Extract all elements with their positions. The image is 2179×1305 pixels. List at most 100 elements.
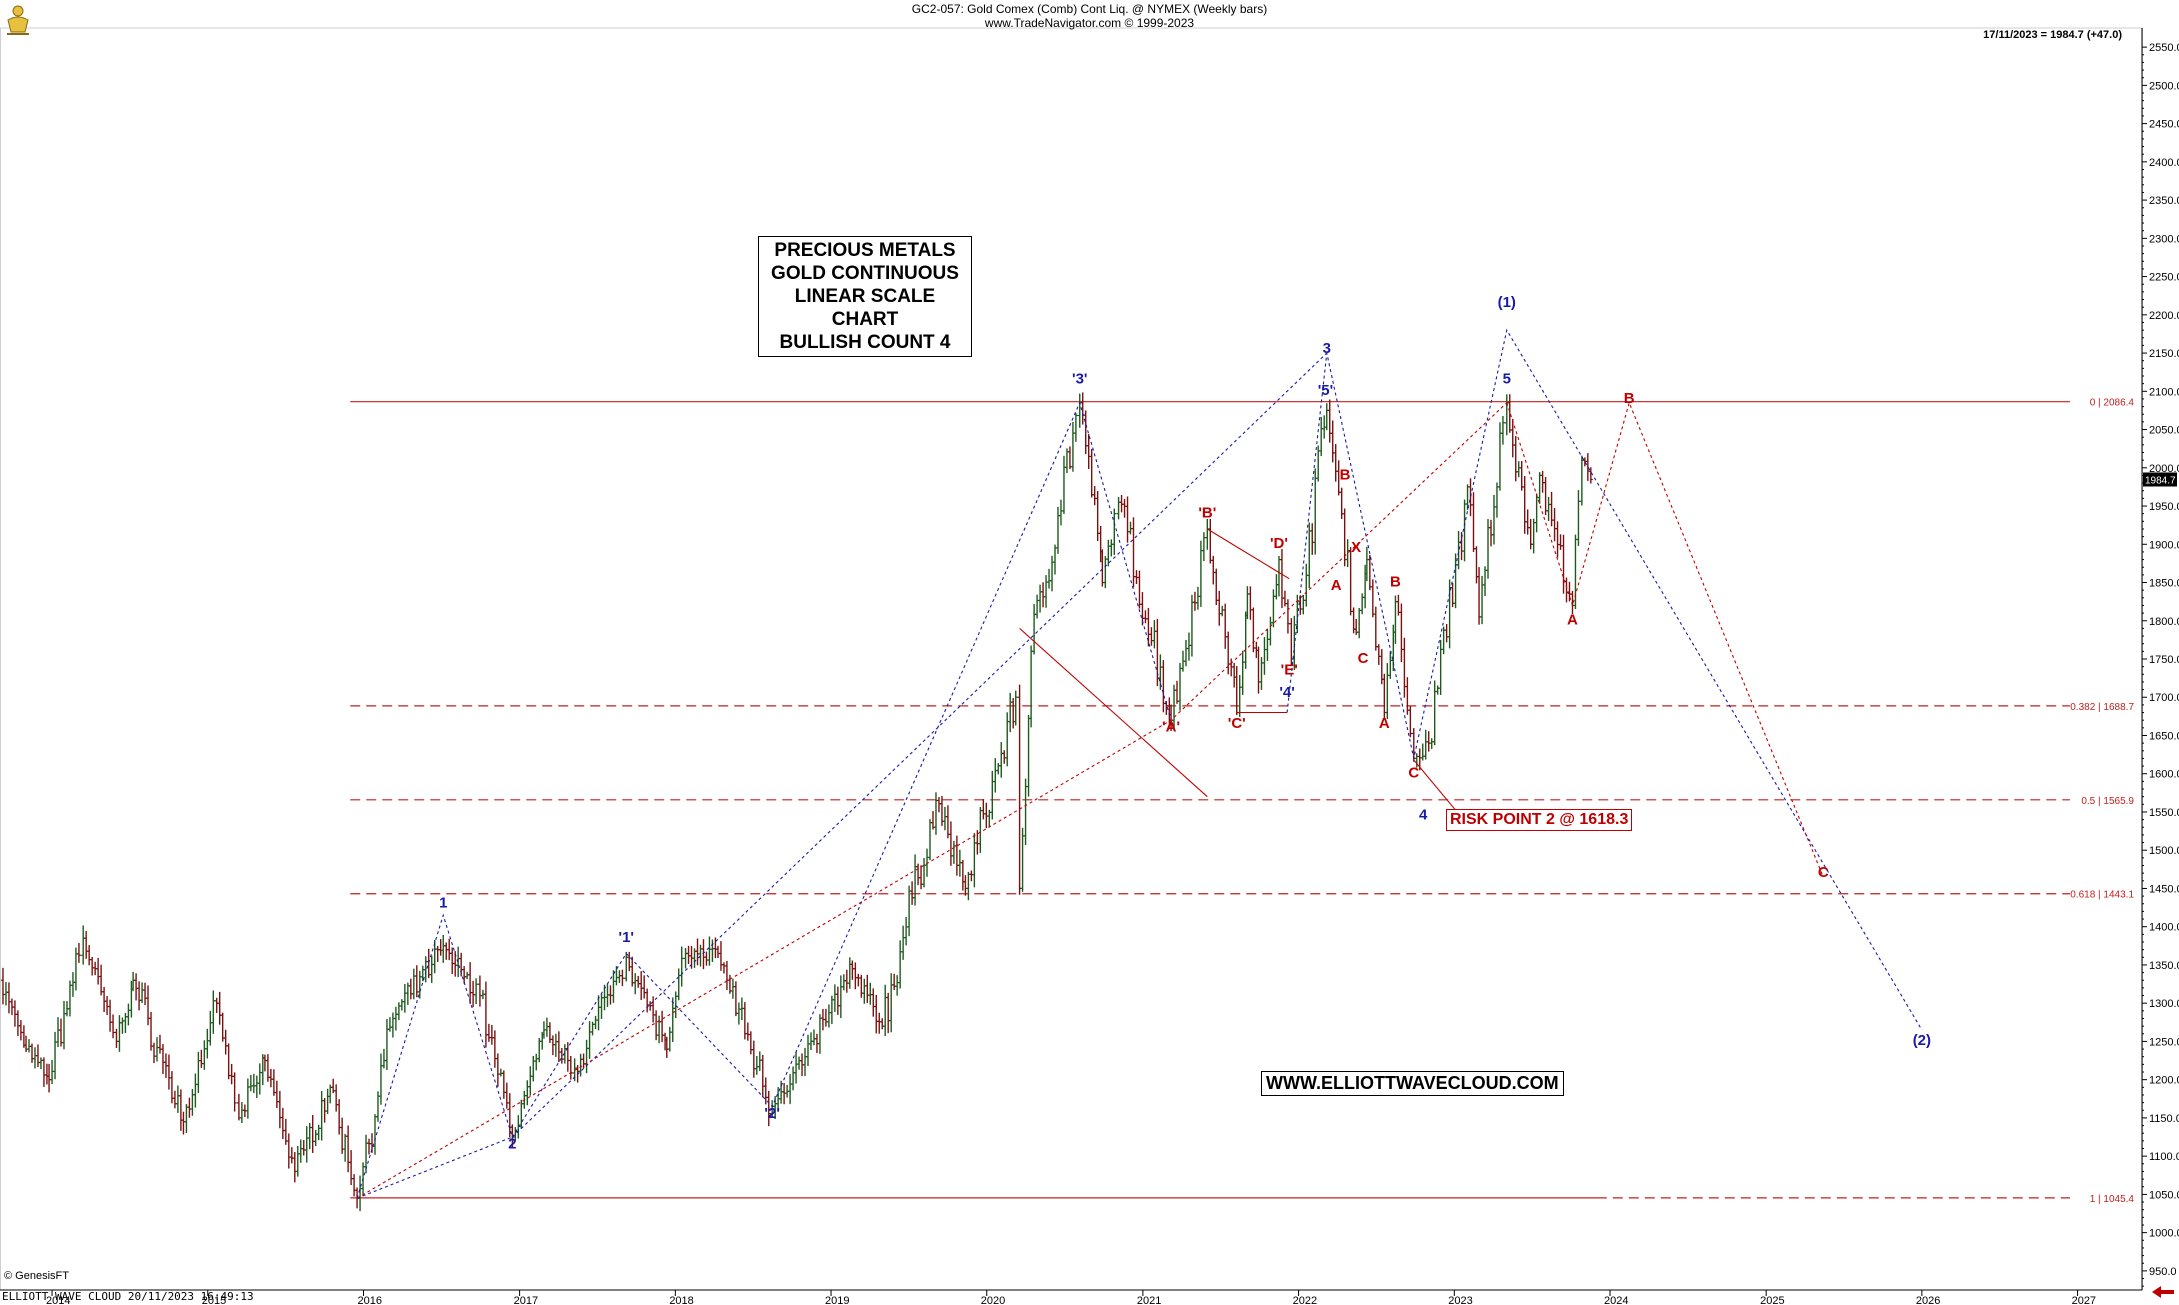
fib-label: 1 | 1045.4 (2090, 1194, 2135, 1205)
y-tick-label: 2000.0 (2149, 463, 2179, 475)
y-tick-label: 2450.0 (2149, 119, 2179, 131)
wave-lines (356, 328, 1923, 1199)
y-tick-label: 1000.0 (2149, 1228, 2179, 1240)
y-tick-label: 1850.0 (2149, 578, 2179, 590)
copyright: © GenesisFT (4, 1270, 69, 1282)
risk-pointer-line (1413, 759, 1461, 817)
wave-label: '3' (1072, 371, 1087, 388)
x-tick-label: 2021 (1137, 1295, 1161, 1305)
wave-label: 4 (1419, 807, 1428, 824)
fib-label: 0.382 | 1688.7 (2070, 702, 2134, 713)
wave-label: '1' (619, 929, 634, 946)
wave-label: '2' (764, 1105, 779, 1122)
trader-figure-icon (7, 5, 29, 35)
scroll-left-icon[interactable] (2150, 1284, 2176, 1300)
x-tick-label: 2014 (46, 1295, 70, 1305)
fib-label: 0.5 | 1565.9 (2081, 796, 2134, 807)
wave-label: 'D' (1270, 535, 1288, 552)
annotation-line: BULLISH COUNT 4 (779, 332, 951, 353)
x-tick-label: 2027 (2072, 1295, 2096, 1305)
y-tick-label: 2500.0 (2149, 80, 2179, 92)
wave-label: (2) (1913, 1032, 1931, 1049)
y-tick-label: 2550.0 (2149, 42, 2179, 54)
price-bars (0, 392, 1593, 1212)
wave-label: '4' (1279, 684, 1294, 701)
wave-line-blue (512, 352, 1328, 1138)
x-axis: 2014 2015 2016 2017 2018 2019 2020 2021 2022 2023… (46, 1290, 2096, 1305)
wave-label: 'B' (1198, 505, 1216, 522)
wave-label: 2 (508, 1136, 516, 1153)
wave-label: 1 (439, 895, 447, 912)
annotation-line: GOLD CONTINUOUS (771, 263, 959, 284)
y-tick-label: 1200.0 (2149, 1075, 2179, 1087)
wave-line-red (1207, 528, 1290, 580)
status-bar: ELLIOTT WAVE CLOUD 20/11/2023 16:49:13 (2, 1290, 254, 1303)
y-tick-label: 2150.0 (2149, 348, 2179, 360)
wave-line-red (356, 402, 1508, 1199)
y-tick-label: 1750.0 (2149, 654, 2179, 666)
y-tick-label: 1400.0 (2149, 922, 2179, 934)
wave-label: A (1379, 715, 1390, 732)
x-tick-label: 2024 (1604, 1295, 1628, 1305)
chart-title: GC2-057: Gold Comex (Comb) Cont Liq. @ N… (911, 2, 1268, 16)
y-tick-label: 1950.0 (2149, 501, 2179, 513)
fib-label: 0.618 | 1443.1 (2070, 890, 2134, 901)
y-tick-label: 1150.0 (2149, 1113, 2179, 1125)
y-tick-label: 1900.0 (2149, 539, 2179, 551)
y-tick-label: 2250.0 (2149, 272, 2179, 284)
wave-label: B (1390, 573, 1401, 590)
y-tick-label: 2100.0 (2149, 386, 2179, 398)
wave-line-blue (1286, 328, 1923, 1031)
last-value-tag (2143, 472, 2177, 487)
y-tick-label: 1450.0 (2149, 883, 2179, 895)
y-tick-label: 950.0 (2149, 1266, 2177, 1278)
y-tick-label: 2400.0 (2149, 157, 2179, 169)
x-tick-label: 2017 (514, 1295, 538, 1305)
wave-label: C (1408, 765, 1419, 782)
y-tick-label: 1250.0 (2149, 1036, 2179, 1048)
x-tick-label: 2022 (1293, 1295, 1317, 1305)
y-tick-label: 1650.0 (2149, 730, 2179, 742)
chart-annotation-box: PRECIOUS METALS GOLD CONTINUOUS LINEAR S… (758, 236, 972, 357)
fib-levels: 0 | 2086.4 0.382 | 1688.7 0.5 | 1565.9 0.61… (350, 398, 2134, 1205)
wave-label: B (1340, 466, 1351, 483)
annotation-line: PRECIOUS METALS (774, 240, 956, 261)
wave-label: 5 (1503, 371, 1511, 388)
wave-label: A (1331, 577, 1342, 594)
x-tick-label: 2018 (669, 1295, 693, 1305)
risk-point-label: RISK POINT 2 @ 1618.3 (1446, 809, 1633, 831)
wave-label: 'E' (1281, 661, 1298, 678)
x-tick-label: 2023 (1448, 1295, 1472, 1305)
wave-label: B (1624, 390, 1635, 407)
wave-label: 3 (1323, 340, 1331, 357)
wave-label: 'C' (1228, 715, 1246, 732)
wave-label: C (1358, 650, 1369, 667)
y-tick-label: 2300.0 (2149, 233, 2179, 245)
website-label: WWW.ELLIOTTWAVECLOUD.COM (1261, 1071, 1564, 1096)
last-quote: 17/11/2023 = 1984.7 (+47.0) (1983, 29, 2122, 41)
y-tick-label: 1600.0 (2149, 769, 2179, 781)
y-tick-label: 1100.0 (2149, 1151, 2179, 1163)
channel-line-red (1019, 627, 1208, 798)
wave-label: (1) (1498, 294, 1516, 311)
y-tick-label: 1800.0 (2149, 616, 2179, 628)
wave-label: 'A' (1162, 719, 1180, 736)
wave-label: C (1818, 864, 1829, 881)
y-tick-label: 2050.0 (2149, 425, 2179, 437)
y-tick-label: 1700.0 (2149, 692, 2179, 704)
y-tick-label: 1350.0 (2149, 960, 2179, 972)
fib-label: 0 | 2086.4 (2090, 398, 2135, 409)
x-tick-label: 2025 (1760, 1295, 1784, 1305)
x-tick-label: 2015 (202, 1295, 226, 1305)
wave-line-red (1506, 401, 1824, 878)
y-tick-label: 1050.0 (2149, 1189, 2179, 1201)
wave-line-blue (356, 1136, 513, 1199)
x-tick-label: 2016 (357, 1295, 381, 1305)
y-tick-label: 1550.0 (2149, 807, 2179, 819)
wave-label: A (1567, 612, 1578, 629)
y-tick-label: 2200.0 (2149, 310, 2179, 322)
wave-labels: 1 2 '1' '2' '3' 'A' 'B' 'C' 'D' 'E' '4' '5' 3 A B X C B A C… (439, 294, 1931, 1152)
y-tick-label: 1300.0 (2149, 998, 2179, 1010)
y-tick-label: 2350.0 (2149, 195, 2179, 207)
